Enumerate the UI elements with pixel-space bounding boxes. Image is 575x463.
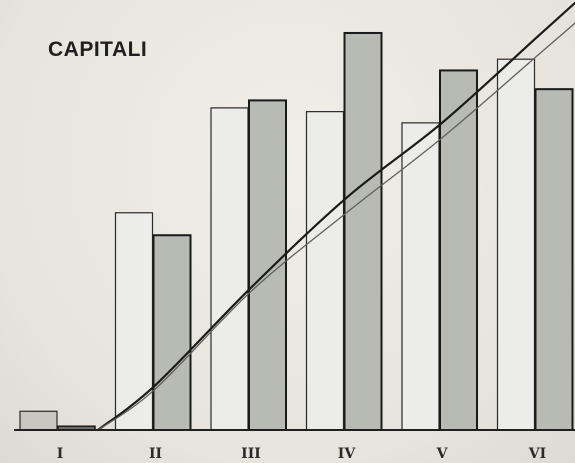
bar-series1-III: [210, 107, 249, 431]
bar-series2-VI: [534, 88, 574, 431]
trend-line-light: [97, 22, 575, 431]
x-tick-label-V: V: [436, 446, 449, 462]
chart-title: CAPITALI: [48, 38, 147, 61]
bar-series2-III: [248, 99, 287, 432]
bar-series1-VI: [496, 58, 536, 431]
x-tick-label-IV: IV: [338, 446, 357, 462]
x-tick-label-VI: VI: [528, 446, 546, 462]
bars-layer: [19, 31, 574, 432]
bar-series2-IV: [343, 31, 383, 432]
trend-line-dark: [96, 1, 575, 432]
x-tick-labels: I II III IV V VI: [57, 446, 546, 462]
bar-series1-I: [19, 410, 58, 431]
bar-series1-II: [114, 212, 154, 431]
x-tick-label-III: III: [241, 446, 261, 462]
bar-series1-IV: [305, 111, 345, 431]
curves-layer: [96, 1, 575, 432]
bar-series2-II: [152, 234, 192, 431]
x-tick-label-II: II: [149, 446, 162, 462]
x-tick-label-I: I: [57, 446, 64, 462]
bar-series1-V: [401, 122, 440, 431]
